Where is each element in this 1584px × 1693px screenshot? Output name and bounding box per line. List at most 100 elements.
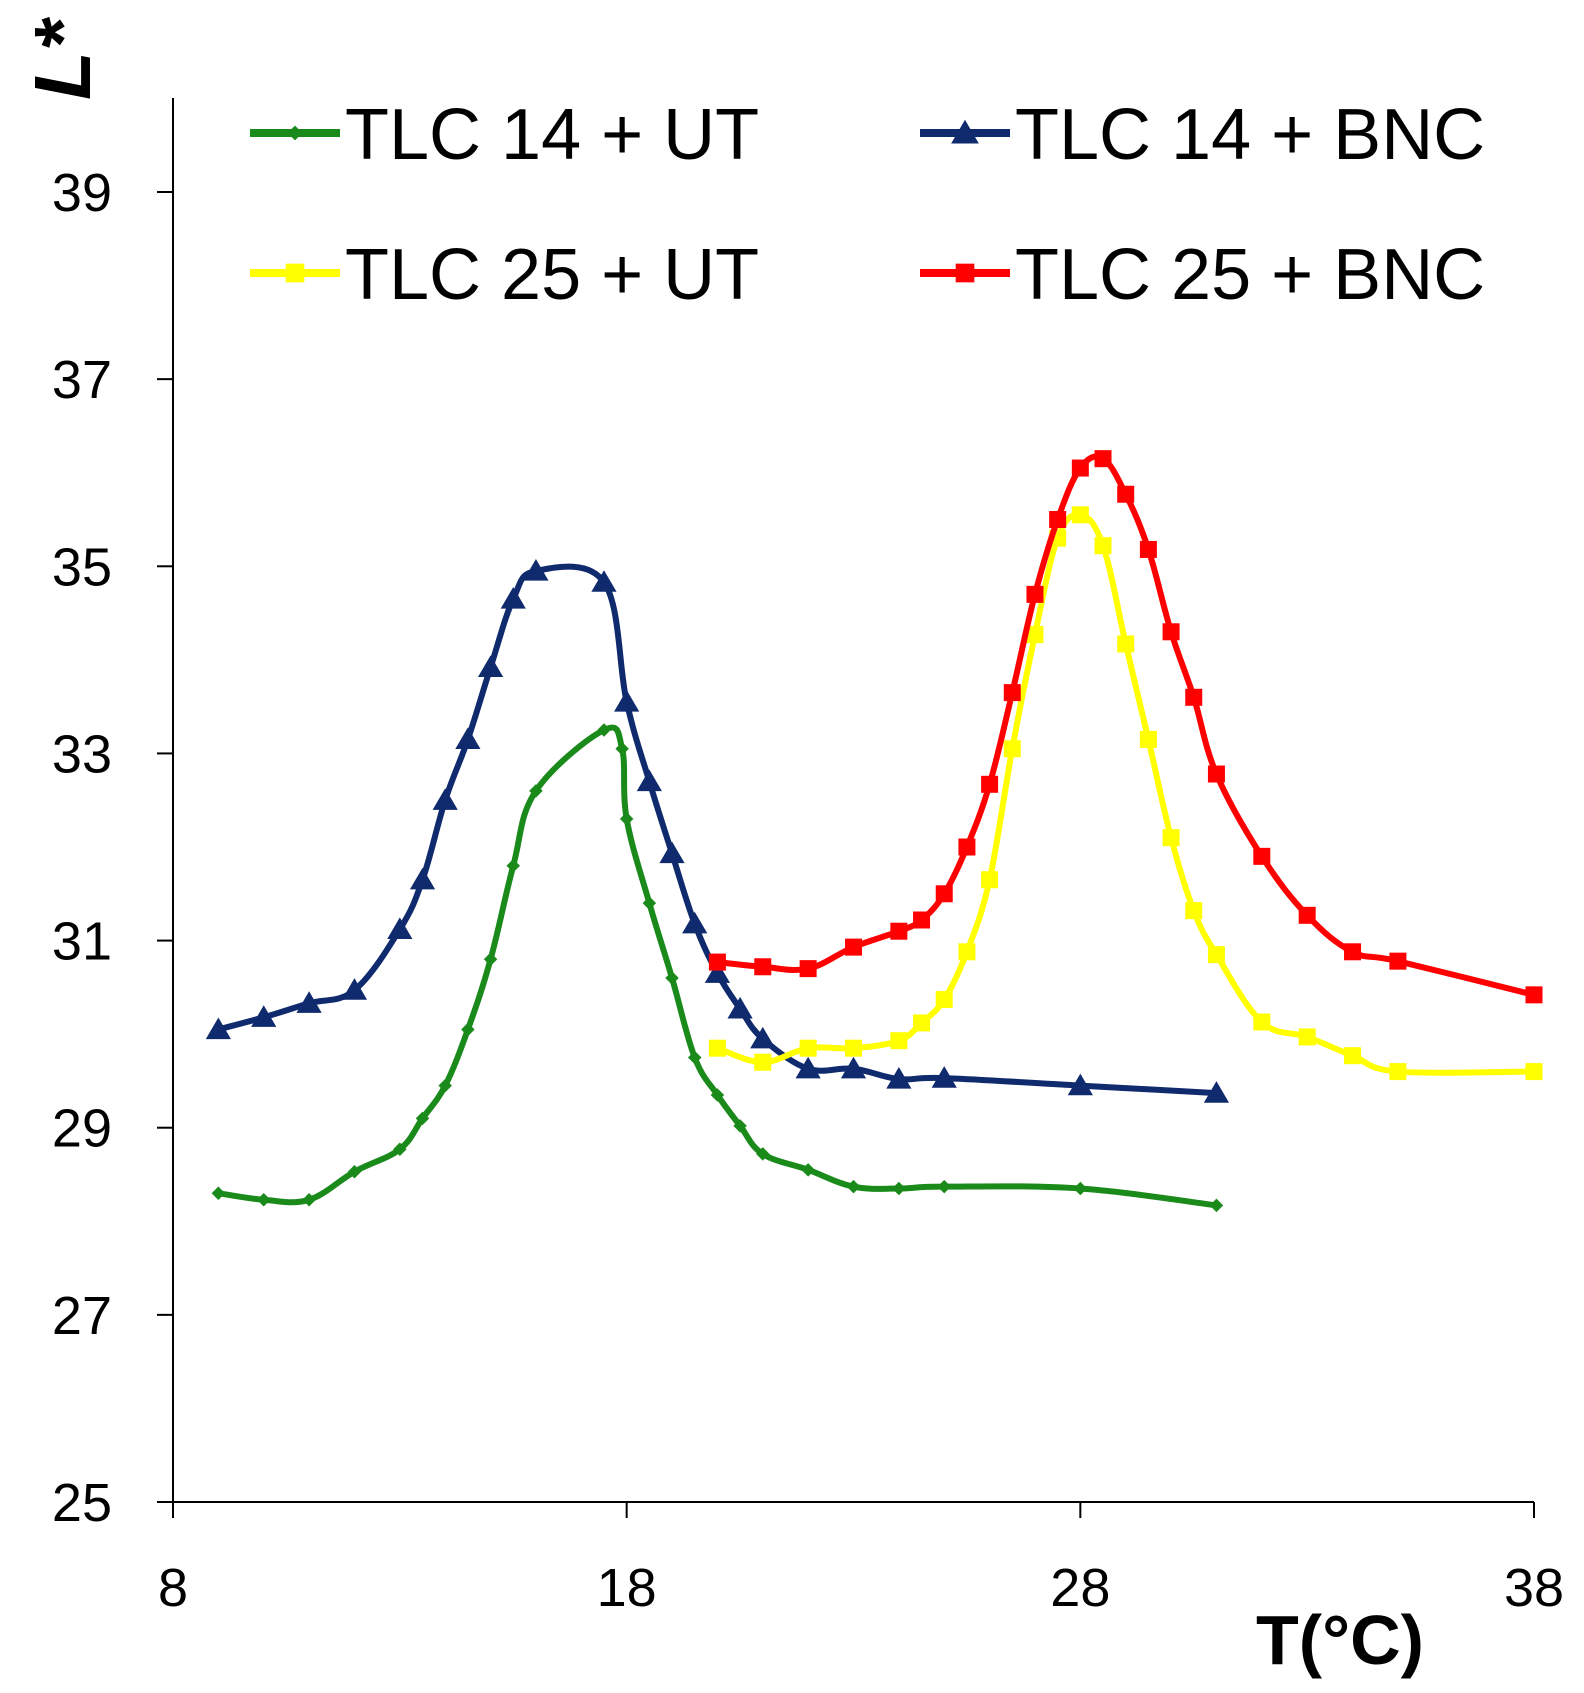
data-point xyxy=(727,996,753,1019)
data-point xyxy=(1344,943,1362,961)
legend-label: TLC 14 + BNC xyxy=(1015,95,1485,175)
data-point xyxy=(347,1164,362,1179)
legend-item: TLC 25 + UT xyxy=(250,235,759,315)
legend-marker xyxy=(287,125,303,141)
data-point xyxy=(477,655,504,677)
legend-item: TLC 14 + UT xyxy=(250,95,759,175)
data-point xyxy=(708,1039,726,1057)
data-point xyxy=(483,952,498,967)
data-point xyxy=(958,943,976,961)
data-point xyxy=(682,911,708,934)
data-point xyxy=(341,978,368,1000)
y-tick-label: 31 xyxy=(52,912,112,972)
series-layer xyxy=(205,450,1543,1213)
data-point xyxy=(935,885,953,903)
data-point xyxy=(1139,540,1157,558)
data-point xyxy=(1049,511,1067,528)
legend-marker xyxy=(955,263,975,283)
y-ticks: 25 27 29 31 33 35 37 39 xyxy=(52,163,173,1533)
data-point xyxy=(913,911,931,929)
data-point xyxy=(750,1026,776,1049)
data-point xyxy=(1298,1028,1316,1046)
data-point xyxy=(846,1179,861,1194)
x-tick-label: 38 xyxy=(1504,1558,1564,1618)
data-point xyxy=(937,1179,951,1194)
x-ticks: 8 18 28 38 xyxy=(158,1502,1564,1618)
data-point xyxy=(1026,626,1044,644)
series-3 xyxy=(708,450,1543,1004)
data-point xyxy=(415,1111,430,1126)
data-point xyxy=(886,1067,912,1089)
data-point xyxy=(302,1193,316,1207)
data-point xyxy=(432,788,458,810)
data-point xyxy=(958,838,976,856)
legend-item: TLC 14 + BNC xyxy=(920,95,1485,175)
legend: TLC 14 + UT TLC 14 + BNC TLC 25 + UT TLC 25… xyxy=(250,95,1485,315)
data-point xyxy=(710,1088,725,1102)
data-point xyxy=(708,953,726,971)
x-axis-title: T(°C) xyxy=(1256,1601,1424,1679)
data-point xyxy=(523,558,549,581)
data-point xyxy=(438,1078,452,1093)
data-point xyxy=(1389,1063,1407,1081)
data-point xyxy=(840,1056,867,1079)
series-line xyxy=(217,563,1217,1097)
series-line xyxy=(716,511,1535,1076)
y-tick-label: 35 xyxy=(52,537,112,597)
x-tick-label: 8 xyxy=(158,1558,188,1618)
data-point xyxy=(636,769,662,792)
data-point xyxy=(591,570,617,592)
data-point xyxy=(211,1186,226,1200)
data-point xyxy=(1071,506,1089,524)
data-point xyxy=(642,896,657,910)
data-point xyxy=(756,1147,770,1161)
data-point xyxy=(205,1017,231,1040)
legend-item: TLC 25 + BNC xyxy=(920,235,1485,315)
y-tick-label: 37 xyxy=(52,350,112,410)
legend-marker xyxy=(951,119,979,144)
data-point xyxy=(614,689,640,712)
y-axis-title: L* xyxy=(18,16,107,100)
data-point xyxy=(687,1050,702,1065)
y-tick-label: 33 xyxy=(52,724,112,784)
data-point xyxy=(845,938,862,956)
data-point xyxy=(409,867,436,890)
data-point xyxy=(665,971,679,985)
data-point xyxy=(659,841,685,864)
y-tick-label: 27 xyxy=(52,1286,112,1346)
data-point xyxy=(754,1053,772,1071)
data-point xyxy=(1253,847,1271,865)
data-point xyxy=(981,775,999,793)
data-point xyxy=(619,812,634,826)
data-point xyxy=(892,1181,906,1196)
data-point xyxy=(387,917,413,939)
data-point xyxy=(1003,684,1021,702)
legend-marker xyxy=(285,263,305,283)
data-point xyxy=(1525,1063,1543,1081)
data-point xyxy=(801,1163,815,1177)
data-point xyxy=(1094,537,1112,555)
data-point xyxy=(1003,740,1021,758)
data-point xyxy=(1298,906,1316,924)
data-point xyxy=(1203,1081,1230,1103)
series-1 xyxy=(205,558,1230,1103)
data-point xyxy=(615,742,629,756)
data-point xyxy=(890,1032,908,1050)
legend-label: TLC 14 + UT xyxy=(345,95,759,175)
data-point xyxy=(799,960,817,978)
series-0 xyxy=(211,723,1224,1213)
data-point xyxy=(799,1039,817,1057)
data-point xyxy=(1207,946,1225,964)
x-tick-label: 18 xyxy=(597,1558,657,1618)
data-point xyxy=(506,858,520,873)
data-point xyxy=(890,922,908,940)
data-point xyxy=(1117,485,1135,503)
data-point xyxy=(1389,952,1407,970)
series-line xyxy=(717,453,1535,998)
x-tick-label: 28 xyxy=(1050,1558,1110,1618)
data-point xyxy=(704,961,730,983)
data-point xyxy=(845,1039,862,1057)
data-point xyxy=(1073,1181,1088,1196)
y-tick-label: 39 xyxy=(52,163,112,223)
data-point xyxy=(251,1005,277,1027)
